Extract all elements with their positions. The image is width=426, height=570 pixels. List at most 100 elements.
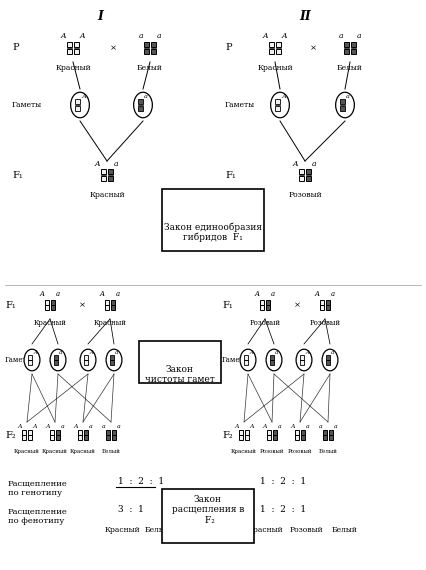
Text: A: A bbox=[61, 32, 66, 40]
Bar bbox=[56, 430, 60, 434]
Text: P: P bbox=[225, 43, 232, 52]
Bar bbox=[301, 430, 305, 434]
Bar bbox=[144, 48, 149, 54]
Text: a: a bbox=[59, 350, 62, 355]
Text: Розовый: Розовый bbox=[260, 449, 284, 454]
Bar bbox=[151, 42, 156, 47]
Ellipse shape bbox=[24, 349, 40, 371]
Text: F₁: F₁ bbox=[225, 170, 236, 180]
Text: Красный: Красный bbox=[42, 449, 68, 454]
Bar bbox=[50, 430, 54, 434]
Ellipse shape bbox=[134, 92, 153, 118]
FancyBboxPatch shape bbox=[162, 489, 254, 543]
Text: A: A bbox=[99, 290, 104, 298]
Text: Розовый: Розовый bbox=[288, 449, 312, 454]
Bar bbox=[259, 306, 264, 311]
Text: F₁: F₁ bbox=[12, 170, 23, 180]
Bar bbox=[267, 430, 271, 434]
Bar bbox=[270, 360, 273, 365]
Bar bbox=[106, 430, 110, 434]
Bar bbox=[78, 435, 82, 440]
Bar bbox=[329, 430, 333, 434]
Bar bbox=[144, 42, 149, 47]
Bar bbox=[50, 435, 54, 440]
Ellipse shape bbox=[80, 349, 96, 371]
Text: a: a bbox=[60, 424, 64, 429]
Text: A: A bbox=[305, 350, 309, 355]
Bar bbox=[110, 355, 114, 360]
Bar bbox=[320, 300, 324, 304]
Text: Розовый: Розовый bbox=[250, 319, 281, 327]
Text: a: a bbox=[113, 160, 118, 168]
Ellipse shape bbox=[106, 349, 122, 371]
Bar bbox=[329, 435, 333, 440]
Text: a: a bbox=[116, 290, 120, 298]
Text: A: A bbox=[249, 350, 253, 355]
Bar bbox=[340, 105, 345, 111]
Bar bbox=[45, 300, 49, 304]
Text: ×: × bbox=[78, 301, 86, 309]
Text: Гаметы: Гаметы bbox=[5, 356, 33, 364]
Ellipse shape bbox=[322, 349, 338, 371]
Bar bbox=[106, 435, 110, 440]
Text: a: a bbox=[357, 32, 361, 40]
Text: a: a bbox=[334, 424, 337, 429]
Bar bbox=[323, 430, 327, 434]
Bar bbox=[239, 430, 243, 434]
Text: 3  :  1: 3 : 1 bbox=[118, 506, 144, 515]
Bar bbox=[84, 430, 88, 434]
Text: a: a bbox=[339, 32, 343, 40]
Bar bbox=[138, 105, 143, 111]
Text: A: A bbox=[32, 424, 37, 429]
Text: Закон
чистоты гамет: Закон чистоты гамет bbox=[145, 365, 215, 384]
Bar bbox=[266, 300, 271, 304]
Text: F₁: F₁ bbox=[5, 300, 16, 310]
Ellipse shape bbox=[50, 349, 66, 371]
Text: Красный: Красный bbox=[55, 64, 91, 72]
Text: a: a bbox=[331, 290, 335, 298]
Text: Красный: Красный bbox=[257, 64, 293, 72]
Bar bbox=[344, 48, 349, 54]
Text: a: a bbox=[271, 290, 275, 298]
Text: Красный: Красный bbox=[248, 526, 284, 534]
Bar bbox=[54, 355, 58, 360]
Bar bbox=[84, 355, 88, 360]
Text: A: A bbox=[17, 424, 22, 429]
Text: a: a bbox=[275, 350, 278, 355]
Bar bbox=[344, 42, 349, 47]
Bar bbox=[138, 99, 143, 104]
Bar bbox=[112, 435, 116, 440]
Bar bbox=[245, 430, 249, 434]
Bar bbox=[54, 360, 58, 365]
Text: Красный: Красный bbox=[105, 526, 141, 534]
Text: a: a bbox=[139, 32, 144, 40]
Text: A: A bbox=[263, 32, 268, 40]
Text: Красный: Красный bbox=[70, 449, 96, 454]
Bar bbox=[28, 360, 32, 365]
Bar bbox=[108, 176, 113, 181]
Bar bbox=[22, 430, 26, 434]
Bar bbox=[306, 169, 311, 174]
Text: a: a bbox=[116, 424, 120, 429]
Text: A: A bbox=[254, 290, 259, 298]
Bar bbox=[299, 176, 304, 181]
Bar bbox=[51, 306, 55, 311]
Text: F₂: F₂ bbox=[5, 430, 16, 439]
Text: 1  :  2  :  1: 1 : 2 : 1 bbox=[260, 478, 306, 487]
Bar bbox=[269, 42, 274, 47]
Text: Красный: Красный bbox=[14, 449, 40, 454]
Text: a: a bbox=[144, 94, 148, 99]
Bar bbox=[75, 105, 80, 111]
FancyBboxPatch shape bbox=[162, 189, 264, 251]
Text: a: a bbox=[311, 160, 316, 168]
Text: a: a bbox=[305, 424, 309, 429]
Ellipse shape bbox=[240, 349, 256, 371]
Text: 1  :  2  :  1: 1 : 2 : 1 bbox=[260, 506, 306, 515]
Bar bbox=[28, 355, 32, 360]
Ellipse shape bbox=[271, 92, 289, 118]
Bar bbox=[270, 355, 273, 360]
Text: Гаметы: Гаметы bbox=[222, 356, 250, 364]
Bar bbox=[74, 48, 79, 54]
Text: A: A bbox=[262, 424, 267, 429]
Text: ×: × bbox=[310, 44, 317, 52]
